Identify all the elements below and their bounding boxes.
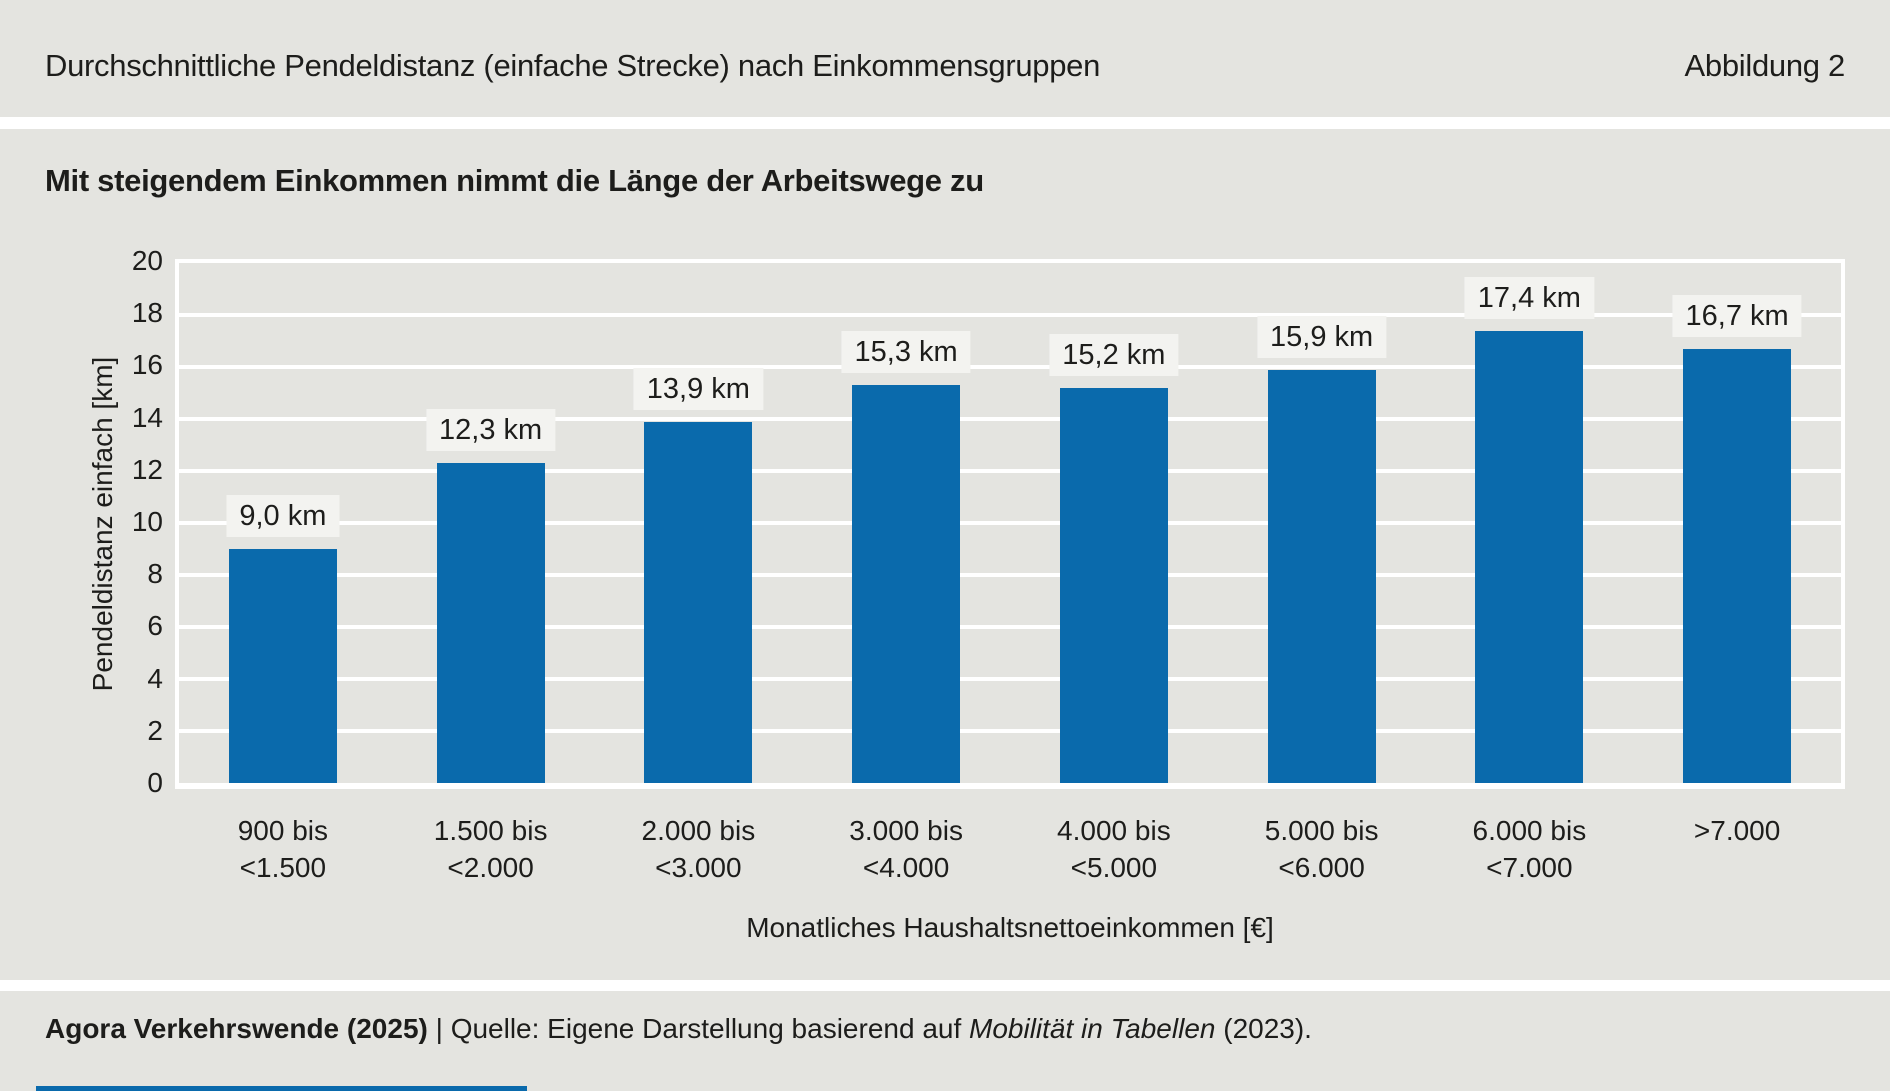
bar xyxy=(1267,369,1376,783)
figure-footer: Agora Verkehrswende (2025) | Quelle: Eig… xyxy=(45,1013,1312,1045)
x-category-line: 900 bis xyxy=(237,815,329,846)
x-category-line: <5.000 xyxy=(1070,852,1158,883)
x-category-line: <1.500 xyxy=(239,852,327,883)
y-tick-label: 6 xyxy=(147,610,163,642)
x-category-line: <4.000 xyxy=(862,852,950,883)
y-tick-label: 16 xyxy=(131,349,163,381)
x-category-line: <6.000 xyxy=(1278,852,1365,883)
x-category-label: 5.000 bis <6.000 xyxy=(1207,812,1437,886)
gridline xyxy=(179,313,1841,317)
bar-value-label: 16,7 km xyxy=(1672,294,1802,337)
x-category-line: 6.000 bis xyxy=(1472,815,1587,846)
y-tick-label: 14 xyxy=(131,401,163,433)
gridline xyxy=(179,521,1841,525)
x-category-label: 4.000 bis <5.000 xyxy=(999,812,1229,886)
chart-title: Mit steigendem Einkommen nimmt die Länge… xyxy=(45,163,984,198)
y-tick-label: 0 xyxy=(147,767,163,798)
x-category-label: 1.500 bis <2.000 xyxy=(376,812,606,886)
x-category-label: 900 bis <1.500 xyxy=(168,812,398,886)
bar-value-label: 15,9 km xyxy=(1257,315,1387,358)
x-category-line: <3.000 xyxy=(655,852,742,883)
gridline xyxy=(179,365,1841,369)
figure-title: Durchschnittliche Pendeldistanz (einfach… xyxy=(45,48,1101,83)
bar xyxy=(228,549,337,783)
source-suffix-text: (2023). xyxy=(1215,1013,1312,1044)
x-category-line: 4.000 bis xyxy=(1057,815,1171,846)
x-category-line: <7.000 xyxy=(1486,852,1573,883)
bar xyxy=(1059,387,1168,783)
x-category-line: <2.000 xyxy=(447,852,534,883)
bar xyxy=(1683,348,1792,783)
gridline xyxy=(179,469,1841,473)
publisher-text: Agora Verkehrswende (2025) xyxy=(45,1013,428,1044)
x-category-label: >7.000 xyxy=(1622,812,1852,849)
x-category-line: >7.000 xyxy=(1693,815,1781,846)
bar xyxy=(1475,330,1584,783)
gridline xyxy=(179,677,1841,681)
gridline xyxy=(179,417,1841,421)
bar xyxy=(436,463,545,783)
x-category-label: 6.000 bis <7.000 xyxy=(1414,812,1644,886)
x-category-line: 1.500 bis xyxy=(433,815,548,846)
y-tick-label: 4 xyxy=(147,662,163,694)
x-category-label: 3.000 bis <4.000 xyxy=(791,812,1021,886)
bottom-separator xyxy=(0,980,1890,991)
y-tick-label: 18 xyxy=(131,297,163,329)
x-axis-label: Monatliches Haushaltsnettoeinkommen [€] xyxy=(746,912,1274,943)
source-prefix-text: Quelle: Eigene Darstellung basierend auf xyxy=(450,1013,970,1044)
bar xyxy=(644,421,753,783)
bottom-accent-bar xyxy=(36,1086,527,1091)
footer-divider: | xyxy=(427,1013,451,1044)
bar-value-label: 9,0 km xyxy=(226,495,340,537)
y-tick-label: 8 xyxy=(147,558,163,590)
bar-value-label: 15,3 km xyxy=(841,331,971,374)
bar-value-label: 15,2 km xyxy=(1049,333,1179,376)
gridline xyxy=(179,573,1841,577)
y-tick-label: 2 xyxy=(147,714,163,746)
bar xyxy=(852,385,961,783)
x-category-line: 5.000 bis xyxy=(1264,815,1379,846)
bar-value-label: 17,4 km xyxy=(1464,276,1594,319)
top-separator xyxy=(0,117,1890,129)
bar-value-label: 13,9 km xyxy=(633,367,763,410)
y-tick-label: 12 xyxy=(131,453,163,485)
gridline xyxy=(179,729,1841,733)
y-tick-label: 10 xyxy=(131,506,163,537)
plot-area: 9,0 km 12,3 km 13,9 km 15,3 km 15,2 km 15,9 k… xyxy=(175,259,1845,789)
figure-header: Durchschnittliche Pendeldistanz (einfach… xyxy=(0,0,1890,117)
x-category-line: 2.000 bis xyxy=(641,815,756,846)
gridline xyxy=(179,625,1841,629)
x-category-line: 3.000 bis xyxy=(849,815,963,846)
x-category-label: 2.000 bis <3.000 xyxy=(583,812,813,886)
figure-number: Abbildung 2 xyxy=(1684,48,1846,83)
y-tick-label: 20 xyxy=(131,245,163,276)
bar-value-label: 12,3 km xyxy=(426,409,556,452)
source-work-text: Mobilität in Tabellen xyxy=(969,1013,1216,1044)
